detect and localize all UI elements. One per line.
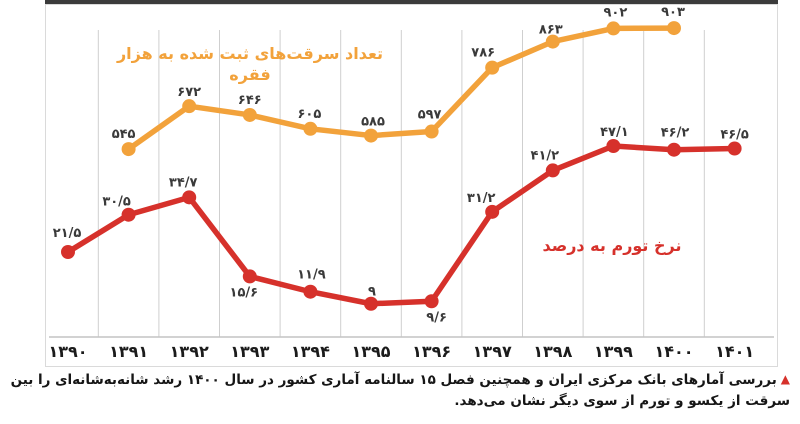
thefts-point — [424, 124, 439, 139]
inflation-point — [545, 163, 560, 178]
thefts-value-label: ۸۶۳ — [539, 23, 563, 38]
year-tick-label: ۱۳۹۳ — [230, 342, 269, 361]
year-tick-label: ۱۳۹۹ — [594, 342, 633, 361]
year-tick-label: ۱۳۹۱ — [109, 342, 148, 361]
inflation-value-label: ۳۱/۲ — [467, 191, 496, 206]
year-tick-label: ۱۳۹۷ — [473, 342, 512, 361]
chart-panel: ۵۴۵ ۶۷۲ ۶۴۶ ۶۰۵ ۵۸۵ ۵۹۷ ۷۸۶ ۸۶۳ ۹۰۲ ۹۰۳ ۲۱/۵ ۳۰/۵ ۳۴… — [45, 0, 778, 367]
inflation-value-label: ۴۶/۵ — [720, 127, 749, 142]
thefts-point — [364, 128, 378, 143]
inflation-point — [182, 190, 197, 205]
inflation-point — [121, 207, 136, 222]
inflation-series-title: نرخ تورم به درصد — [542, 236, 682, 255]
thefts-point — [242, 107, 257, 122]
thefts-point — [545, 34, 560, 49]
inflation-point — [667, 142, 681, 157]
inflation-value-label: ۱۵/۶ — [230, 285, 259, 300]
inflation-value-label: ۴۱/۲ — [531, 148, 560, 163]
thefts-point — [667, 21, 681, 36]
thefts-value-label: ۶۴۶ — [238, 93, 262, 108]
thefts-value-label: ۹۰۳ — [661, 5, 685, 20]
source-caption-text: بررسی آمارهای بانک مرکزی ایران و همچنین … — [10, 372, 790, 409]
year-tick-label: ۱۳۹۴ — [291, 342, 330, 361]
year-tick-label: ۱۴۰۰ — [654, 342, 693, 361]
thefts-value-label: ۷۸۶ — [471, 46, 495, 61]
year-tick-label: ۱۳۹۵ — [351, 342, 390, 361]
inflation-value-label: ۲۱/۵ — [53, 226, 82, 241]
inflation-value-label: ۳۰/۵ — [102, 195, 131, 210]
year-tick-label: ۱۳۹۸ — [533, 342, 572, 361]
inflation-value-label: ۴۷/۱ — [600, 125, 629, 140]
inflation-value-label: ۹/۶ — [426, 310, 447, 325]
thefts-point — [485, 60, 500, 75]
source-caption: ▲بررسی آمارهای بانک مرکزی ایران و همچنین… — [8, 370, 790, 412]
inflation-line — [65, 143, 738, 307]
theft-inflation-line-chart: ۵۴۵ ۶۷۲ ۶۴۶ ۶۰۵ ۵۸۵ ۵۹۷ ۷۸۶ ۸۶۳ ۹۰۲ ۹۰۳ ۲۱/۵ ۳۰/۵ ۳۴… — [45, 0, 778, 367]
inflation-point — [242, 269, 257, 284]
panel-top-bar — [45, 0, 778, 4]
thefts-point — [606, 21, 621, 36]
thefts-line — [125, 25, 677, 152]
thefts-series-title: تعداد سرقت‌های ثبت شده به هزار فقره — [116, 44, 384, 84]
inflation-value-label: ۱۱/۹ — [297, 268, 326, 283]
inflation-point — [485, 204, 500, 219]
thefts-value-label: ۵۴۵ — [112, 127, 136, 142]
thefts-point — [303, 121, 318, 136]
inflation-value-label: ۹ — [368, 285, 376, 300]
triangle-bullet-icon: ▲ — [780, 372, 790, 386]
thefts-value-label: ۵۹۷ — [418, 108, 442, 123]
year-tick-label: ۱۳۹۲ — [170, 342, 209, 361]
thefts-point — [121, 142, 136, 157]
thefts-value-label: ۶۰۵ — [297, 107, 321, 122]
thefts-value-label: ۹۰۲ — [603, 5, 627, 20]
year-tick-label: ۱۳۹۶ — [412, 342, 451, 361]
inflation-point — [364, 296, 378, 311]
thefts-value-label: ۵۸۵ — [361, 115, 385, 130]
inflation-point — [303, 284, 318, 299]
inflation-point — [727, 141, 742, 156]
inflation-point — [61, 244, 75, 259]
inflation-value-label: ۴۶/۲ — [661, 126, 690, 141]
panel-border — [45, 4, 778, 367]
thefts-value-label: ۶۷۲ — [177, 85, 201, 100]
inflation-point — [606, 139, 621, 154]
year-tick-label: ۱۳۹۰ — [48, 342, 87, 361]
thefts-point — [182, 99, 197, 114]
inflation-value-label: ۳۴/۷ — [169, 175, 198, 190]
year-tick-label: ۱۴۰۱ — [715, 342, 754, 361]
inflation-point — [424, 294, 439, 309]
